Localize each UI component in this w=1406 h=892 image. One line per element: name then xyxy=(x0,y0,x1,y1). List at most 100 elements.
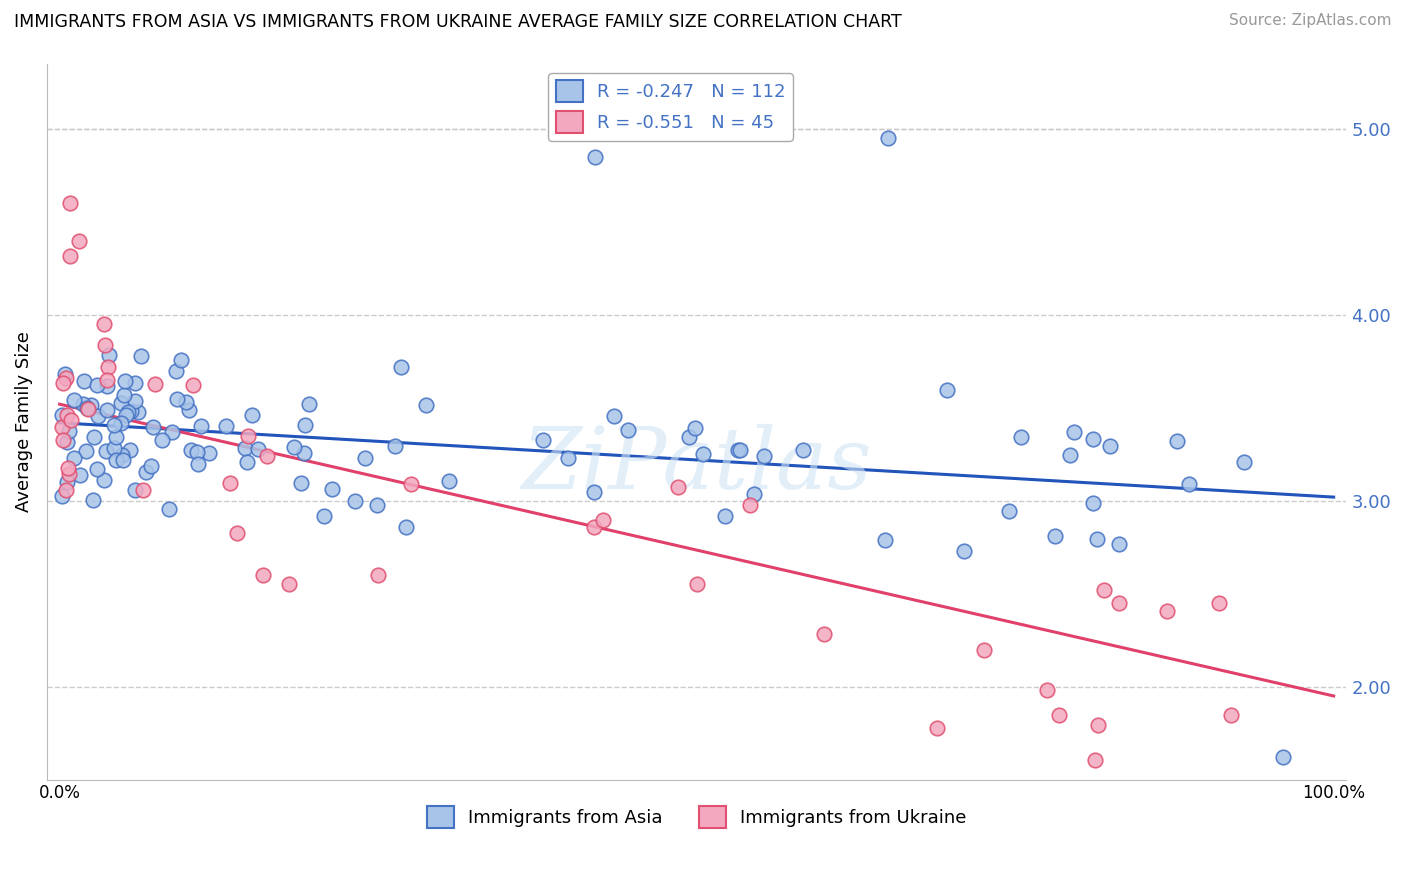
Point xyxy=(73,374,96,388)
Point xyxy=(1081,495,1104,509)
Point xyxy=(925,721,948,735)
Point xyxy=(713,508,735,523)
Point xyxy=(63,451,86,466)
Point xyxy=(366,498,388,512)
Point xyxy=(124,394,146,409)
Point xyxy=(321,482,343,496)
Point xyxy=(1047,708,1070,723)
Point xyxy=(86,462,108,476)
Point xyxy=(727,443,749,458)
Point xyxy=(1219,707,1241,722)
Point xyxy=(557,450,579,465)
Point xyxy=(742,487,765,501)
Point xyxy=(110,396,132,410)
Point xyxy=(219,476,242,491)
Point xyxy=(141,459,163,474)
Point xyxy=(583,150,606,164)
Point xyxy=(67,234,90,248)
Point xyxy=(384,439,406,453)
Point xyxy=(52,376,75,390)
Point xyxy=(1010,430,1032,444)
Point xyxy=(114,408,136,422)
Point xyxy=(56,461,79,475)
Point xyxy=(181,378,204,392)
Point xyxy=(437,474,460,488)
Point xyxy=(72,397,94,411)
Point xyxy=(51,420,73,434)
Point xyxy=(238,429,260,443)
Point xyxy=(105,452,128,467)
Point xyxy=(1271,750,1294,764)
Point xyxy=(283,440,305,454)
Point xyxy=(936,383,959,397)
Point xyxy=(278,577,301,591)
Point xyxy=(86,377,108,392)
Point xyxy=(75,443,97,458)
Point xyxy=(124,376,146,390)
Point xyxy=(344,494,367,508)
Point xyxy=(692,447,714,461)
Point xyxy=(166,392,188,406)
Point xyxy=(1099,439,1122,453)
Point xyxy=(754,449,776,463)
Point xyxy=(165,364,187,378)
Point xyxy=(186,445,208,459)
Point xyxy=(111,452,134,467)
Point xyxy=(180,442,202,457)
Point xyxy=(135,465,157,479)
Point xyxy=(59,413,82,427)
Point xyxy=(1036,682,1059,697)
Point xyxy=(162,425,184,440)
Point xyxy=(76,401,98,415)
Point xyxy=(290,475,312,490)
Point xyxy=(792,443,814,458)
Point xyxy=(582,485,605,500)
Point xyxy=(87,409,110,424)
Point xyxy=(56,475,79,490)
Point xyxy=(120,443,142,458)
Point xyxy=(953,544,976,558)
Point xyxy=(233,442,256,456)
Text: ZiPatlas: ZiPatlas xyxy=(522,424,872,506)
Point xyxy=(240,408,263,422)
Point xyxy=(592,512,614,526)
Point xyxy=(1156,603,1178,617)
Point xyxy=(103,441,125,455)
Point xyxy=(873,533,896,547)
Point xyxy=(214,419,236,434)
Point xyxy=(97,359,120,374)
Point xyxy=(683,420,706,434)
Point xyxy=(174,394,197,409)
Point xyxy=(51,489,73,503)
Point xyxy=(1084,753,1107,767)
Point xyxy=(190,418,212,433)
Point xyxy=(1083,432,1105,446)
Point xyxy=(157,502,180,516)
Legend: Immigrants from Asia, Immigrants from Ukraine: Immigrants from Asia, Immigrants from Uk… xyxy=(419,798,974,835)
Point xyxy=(59,196,82,211)
Point xyxy=(1233,455,1256,469)
Point xyxy=(998,504,1021,518)
Point xyxy=(103,418,125,433)
Point xyxy=(94,338,117,352)
Point xyxy=(236,455,259,469)
Point xyxy=(83,429,105,443)
Point xyxy=(678,429,700,443)
Point xyxy=(117,405,139,419)
Point xyxy=(389,359,412,374)
Point xyxy=(111,449,134,463)
Point xyxy=(53,367,76,381)
Point xyxy=(531,433,554,447)
Point xyxy=(77,401,100,416)
Point xyxy=(187,457,209,471)
Point xyxy=(1059,448,1081,462)
Point xyxy=(730,443,752,458)
Point xyxy=(247,442,270,457)
Point xyxy=(1108,536,1130,550)
Point xyxy=(813,627,835,641)
Point xyxy=(292,446,315,460)
Point xyxy=(354,451,377,466)
Point xyxy=(603,409,626,423)
Point xyxy=(97,348,120,362)
Point xyxy=(740,499,762,513)
